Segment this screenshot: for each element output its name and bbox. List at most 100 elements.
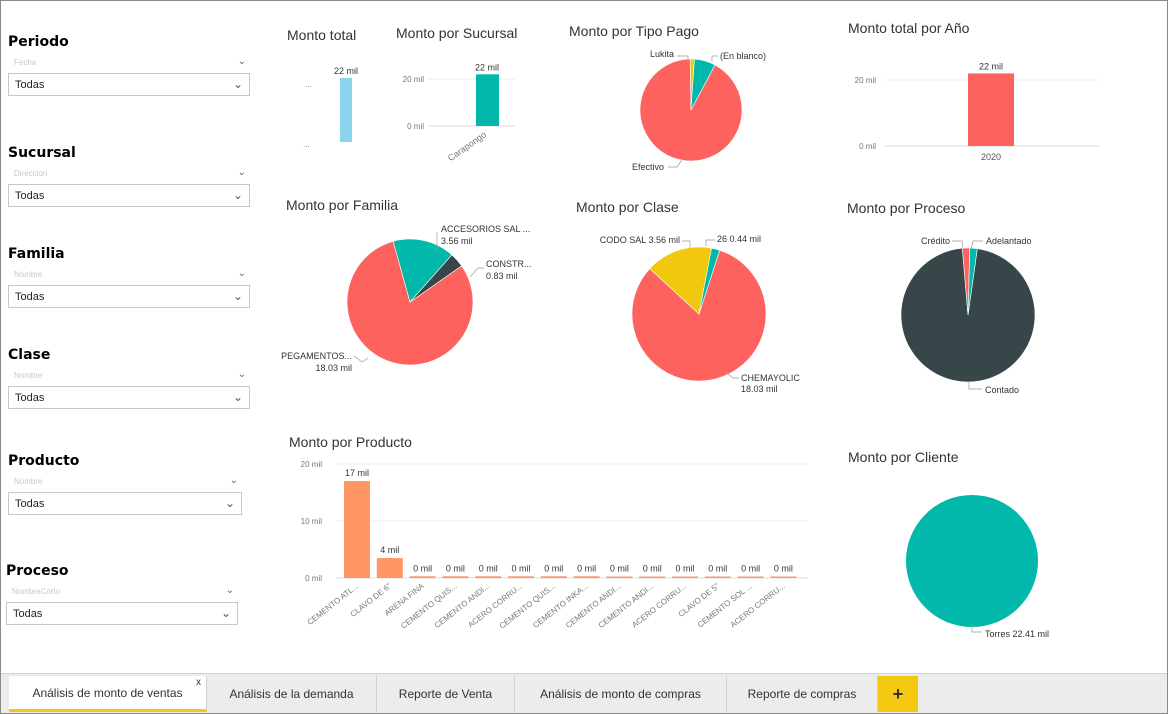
slice-label: 3.56 mil: [441, 236, 473, 246]
x-tick-label: Carapongo: [446, 129, 488, 163]
bar[interactable]: [737, 576, 764, 579]
data-label: 0 mil: [544, 563, 563, 573]
slicer-dropdown[interactable]: Todas ⌄: [6, 602, 238, 625]
data-label: 0 mil: [511, 563, 530, 573]
chart-monto-total[interactable]: ... ... 22 mil: [303, 66, 358, 149]
chevron-down-icon[interactable]: ⌄: [220, 606, 231, 620]
chart-total-anio[interactable]: 20 mil 0 mil 22 mil 2020: [855, 61, 1100, 162]
slicer-title: Proceso: [6, 563, 69, 579]
slice-label: CONSTR...: [486, 259, 532, 269]
bar[interactable]: [540, 576, 567, 578]
bar[interactable]: [476, 74, 499, 126]
bar[interactable]: [968, 73, 1014, 146]
chart-familia[interactable]: [346, 238, 474, 366]
tab-analisis-demanda[interactable]: Análisis de la demanda: [207, 676, 377, 712]
data-label: 0 mil: [643, 564, 662, 574]
bar[interactable]: [704, 576, 731, 579]
close-icon[interactable]: x: [196, 677, 201, 688]
leader-line: [952, 240, 964, 250]
chart-proceso[interactable]: [900, 247, 1036, 383]
pie-slice[interactable]: [649, 246, 712, 315]
slicer-field-label: Nombre ⌄: [14, 475, 238, 486]
bar[interactable]: [340, 78, 352, 142]
x-tick-label: 2020: [981, 152, 1001, 162]
y-tick-label: 10 mil: [301, 517, 323, 526]
pie-slice[interactable]: [409, 254, 463, 303]
y-tick-label: 20 mil: [403, 75, 425, 84]
chevron-down-icon[interactable]: ⌄: [237, 268, 246, 279]
bar[interactable]: [376, 558, 403, 578]
tab-label: Reporte de compras: [747, 687, 857, 701]
bar[interactable]: [344, 481, 370, 578]
y-tick-label: 0 mil: [407, 122, 424, 131]
chart-tipo-pago[interactable]: [639, 58, 743, 162]
data-label: 0 mil: [741, 564, 760, 574]
pie-slice[interactable]: [690, 58, 716, 111]
chart-cliente[interactable]: [906, 495, 1038, 627]
chevron-down-icon[interactable]: ⌄: [232, 390, 243, 404]
bar[interactable]: [639, 576, 666, 579]
add-page-button[interactable]: +: [878, 676, 918, 712]
pie-slice[interactable]: [906, 495, 1038, 627]
chevron-down-icon[interactable]: ⌄: [232, 77, 243, 91]
chart-clase[interactable]: [631, 246, 767, 382]
tab-reporte-venta[interactable]: Reporte de Venta: [377, 676, 515, 712]
bar[interactable]: [409, 576, 436, 578]
y-tick-label: ...: [303, 140, 310, 149]
slicer-title: Familia: [8, 246, 65, 262]
y-tick-label: 0 mil: [859, 142, 876, 151]
slicer-dropdown[interactable]: Todas ⌄: [8, 386, 250, 409]
tab-analisis-monto-ventas[interactable]: Análisis de monto de ventas x: [9, 676, 207, 712]
pie-slice[interactable]: [392, 238, 453, 303]
chevron-down-icon[interactable]: ⌄: [229, 475, 238, 486]
slicer-field-label: Nombre ⌄: [14, 369, 246, 380]
chevron-down-icon[interactable]: ⌄: [232, 188, 243, 202]
chevron-down-icon[interactable]: ⌄: [225, 585, 234, 596]
x-tick-label: CEMENTO ATL...: [306, 581, 361, 627]
visual-title-familia: Monto por Familia: [286, 197, 399, 213]
bar[interactable]: [508, 576, 534, 578]
chart-producto[interactable]: 20 mil 10 mil 0 mil 17 mil CEMENTO ATL...…: [301, 460, 808, 631]
slicer-field-label: Direccion ⌄: [14, 167, 246, 178]
tab-reporte-compras[interactable]: Reporte de compras: [727, 676, 878, 712]
data-label: 0 mil: [479, 563, 498, 573]
slicer-field-label: Fecha ⌄: [14, 56, 246, 67]
data-label: 0 mil: [708, 564, 727, 574]
chevron-down-icon[interactable]: ⌄: [237, 56, 246, 67]
slicer-producto: Producto Nombre ⌄ Todas ⌄: [8, 453, 242, 515]
slicer-dropdown[interactable]: Todas ⌄: [8, 285, 250, 308]
tab-analisis-monto-compras[interactable]: Análisis de monto de compras: [515, 676, 727, 712]
data-label: 0 mil: [577, 563, 596, 573]
x-tick-label: ACERO CORRU...: [630, 581, 688, 629]
slicer-dropdown[interactable]: Todas ⌄: [8, 492, 242, 515]
pie-slice[interactable]: [698, 247, 721, 315]
bar[interactable]: [573, 576, 600, 578]
data-label: 0 mil: [774, 564, 793, 574]
cliente-labels: Torres 22.41 mil: [971, 624, 1049, 639]
chart-monto-sucursal[interactable]: 20 mil 0 mil 22 mil Carapongo: [403, 62, 515, 163]
bar[interactable]: [475, 576, 502, 578]
chevron-down-icon[interactable]: ⌄: [237, 167, 246, 178]
chevron-down-icon[interactable]: ⌄: [224, 496, 235, 510]
leader-line: [725, 371, 739, 379]
x-tick-label: CEMENTO QUIS...: [498, 581, 557, 630]
pie-slice[interactable]: [346, 240, 474, 366]
x-tick-label: CEMENTO QUIS...: [399, 581, 458, 630]
bar[interactable]: [770, 576, 797, 579]
chevron-down-icon[interactable]: ⌄: [232, 289, 243, 303]
bar[interactable]: [606, 576, 633, 579]
slicer-dropdown[interactable]: Todas ⌄: [8, 73, 250, 96]
slice-label: PEGAMENTOS...: [281, 351, 352, 361]
pie-slice[interactable]: [900, 247, 1036, 383]
pie-slice[interactable]: [631, 249, 767, 382]
slicer-familia: Familia Nombre ⌄ Todas ⌄: [8, 246, 250, 308]
visual-title-monto-sucursal: Monto por Sucursal: [396, 25, 518, 41]
visual-title-tipo-pago: Monto por Tipo Pago: [569, 23, 699, 39]
pie-slice[interactable]: [967, 247, 978, 316]
bar[interactable]: [672, 576, 698, 579]
slicer-dropdown[interactable]: Todas ⌄: [8, 184, 250, 207]
x-tick-label: ACERO CORRU...: [466, 581, 524, 629]
bar[interactable]: [442, 576, 469, 578]
chevron-down-icon[interactable]: ⌄: [237, 369, 246, 380]
